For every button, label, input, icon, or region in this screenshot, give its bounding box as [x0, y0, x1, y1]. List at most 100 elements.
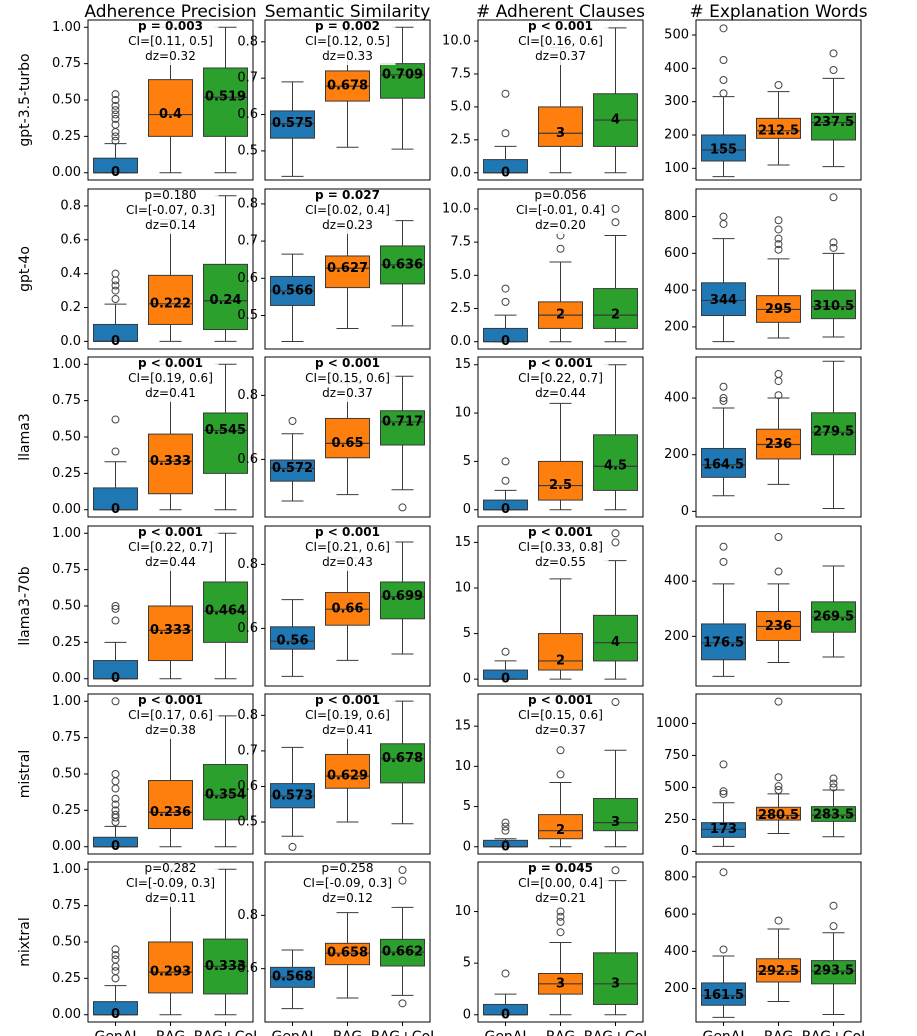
row-label: llama3-70b [17, 566, 33, 645]
x-tick-label: RAG [333, 1029, 362, 1036]
outlier-point [501, 818, 510, 827]
median-label: 0.572 [272, 461, 313, 476]
box-GenAI: 0 [93, 415, 138, 517]
y-tick-label: 0.5 [237, 308, 258, 323]
outlier-point [556, 746, 565, 755]
y-tick-label: 0.6 [237, 271, 258, 286]
box-RAG: 2 [538, 231, 583, 343]
median-label: 2.5 [549, 478, 572, 493]
effect-size: dz=0.37 [535, 723, 586, 737]
y-tick-label: 15 [454, 357, 471, 372]
p-value: p < 0.001 [315, 356, 380, 370]
panel-1-3: 200 400 600 800 344 295 310.5 [664, 188, 862, 350]
median-label: 0.24 [209, 293, 241, 308]
confidence-interval: CI=[0.33, 0.8] [518, 540, 603, 554]
outlier-point [774, 786, 783, 794]
box-RAG: 0.293 [148, 868, 193, 1016]
y-tick-label: 0.6 [237, 621, 258, 636]
outlier-point [501, 129, 510, 138]
column-title: Semantic Similarity [265, 2, 431, 22]
box-iqr [538, 106, 583, 147]
panel-2-3: 0 200 400 164.5 236 279.5 [664, 356, 862, 519]
box-iqr [148, 79, 193, 137]
outlier-point [556, 244, 565, 253]
x-tick-label: RAG+CoI [194, 1029, 258, 1036]
outlier-point [111, 955, 120, 964]
box-iqr [380, 743, 425, 784]
panel-4-3: 0 250 500 750 1000 173 280.5 283.5 [656, 693, 862, 859]
median-label: 283.5 [813, 808, 854, 823]
outlier-point [611, 538, 620, 547]
box-iqr [811, 412, 856, 456]
effect-size: dz=0.32 [145, 49, 196, 63]
y-tick-label: 2.5 [450, 132, 471, 147]
box-RAG+CoI: 0.24 [203, 195, 248, 342]
y-tick-label: 0 [463, 502, 471, 517]
outlier-point [556, 928, 565, 937]
box-RAG: 236 [756, 533, 801, 664]
outlier-point [774, 240, 783, 249]
outlier-point [111, 114, 120, 123]
outlier-point [611, 866, 620, 875]
box-iqr [203, 67, 248, 137]
outlier-point [774, 391, 783, 400]
x-tick-label: GenAI [702, 1029, 744, 1036]
confidence-interval: CI=[0.15, 0.6] [305, 371, 390, 385]
outlier-point [556, 770, 565, 779]
box-RAG: 236 [756, 369, 801, 485]
median-label: 295 [765, 302, 792, 317]
outlier-point [111, 136, 120, 145]
box-GenAI: 155 [701, 24, 746, 178]
panel-frame [695, 693, 862, 855]
outlier-point [111, 295, 120, 304]
y-tick-label: 800 [664, 209, 689, 224]
median-label: 0.222 [150, 296, 191, 311]
outlier-point [829, 774, 838, 783]
y-tick-label: 10 [454, 580, 471, 595]
row-label: gpt-4o [17, 246, 33, 292]
box-iqr [756, 958, 801, 983]
median-label: 3 [611, 815, 620, 830]
y-tick-label: 0 [463, 1007, 471, 1022]
y-tick-label: 750 [664, 748, 689, 763]
median-label: 0.662 [382, 945, 423, 960]
median-label: 2 [611, 308, 620, 323]
outlier-point [111, 784, 120, 793]
box-GenAI: 0.575 [270, 81, 315, 177]
panel-0-0: 0.00 0.25 0.50 0.75 1.00 0 0.4 0.519 p = 0.003CI… [52, 19, 254, 181]
y-tick-label: 10.0 [442, 34, 471, 49]
confidence-interval: CI=[0.22, 0.7] [128, 540, 213, 554]
median-label: 0 [501, 165, 510, 180]
y-tick-label: 0 [463, 839, 471, 854]
median-label: 0.333 [150, 454, 191, 469]
outlier-point [611, 218, 620, 227]
p-value: p=0.282 [144, 861, 196, 875]
box-GenAI: 0 [93, 697, 138, 854]
panel-frame [695, 188, 862, 350]
stats-background [512, 527, 609, 571]
box-iqr [756, 117, 801, 139]
y-tick-label: 10 [454, 759, 471, 774]
stats-background [122, 863, 219, 907]
y-tick-label: 1.00 [52, 526, 81, 541]
median-label: 3 [556, 126, 565, 141]
confidence-interval: CI=[-0.07, 0.3] [126, 203, 215, 217]
box-iqr [380, 63, 425, 99]
box-GenAI: 176.5 [701, 542, 746, 677]
box-iqr [593, 434, 638, 491]
outlier-point [111, 286, 120, 295]
box-iqr [203, 263, 248, 331]
median-label: 4 [611, 635, 620, 650]
outlier-point [719, 212, 728, 221]
outlier-point [556, 907, 565, 916]
box-RAG: 3 [538, 47, 583, 174]
y-tick-label: 0.8 [237, 196, 258, 211]
effect-size: dz=0.41 [322, 723, 373, 737]
box-iqr [380, 581, 425, 620]
x-tick-label: RAG+CoI [802, 1029, 866, 1036]
y-tick-label: 0.25 [52, 635, 81, 650]
